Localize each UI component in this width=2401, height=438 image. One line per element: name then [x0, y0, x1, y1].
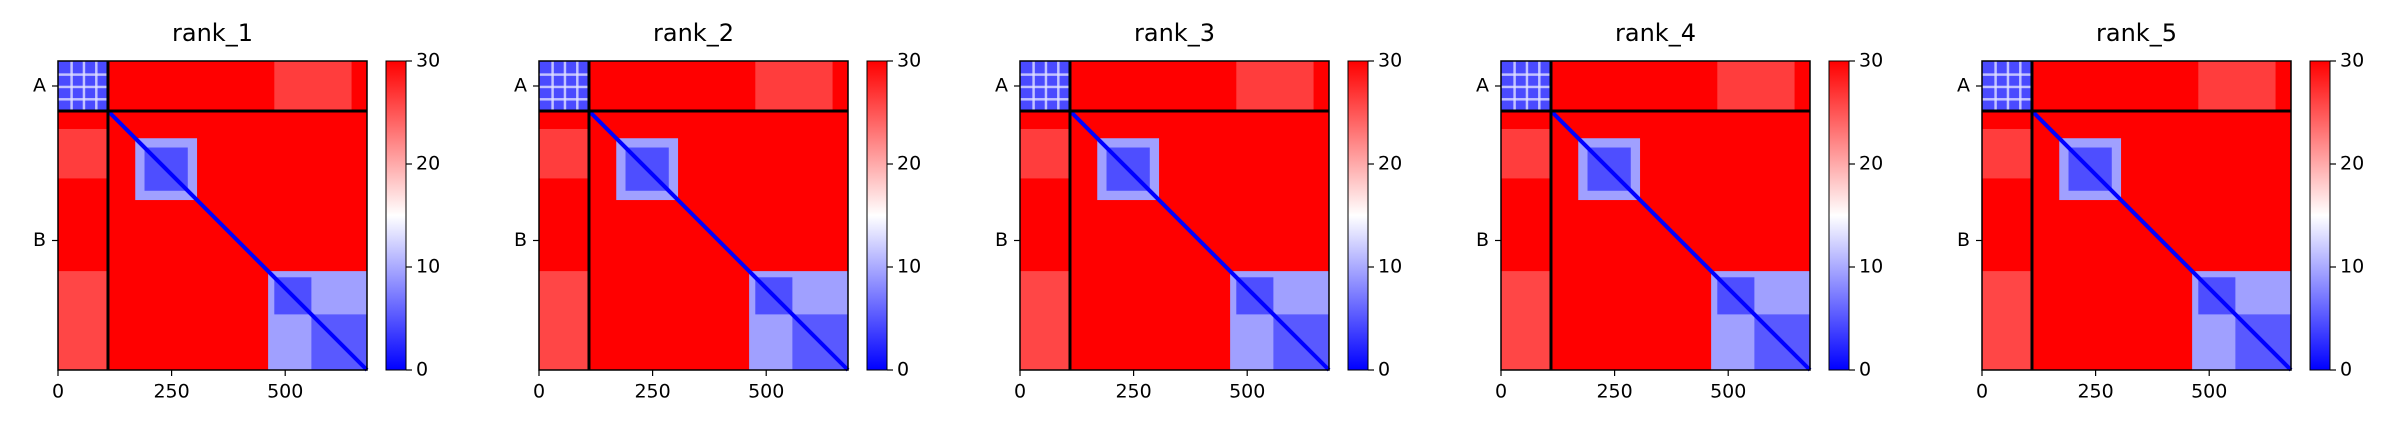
panel-title: rank_1 — [172, 19, 253, 47]
axes-frame — [1981, 60, 2292, 371]
x-tick-label: 250 — [153, 381, 189, 403]
colorbar-tick-label: 20 — [1859, 153, 1883, 175]
colorbar-tick-label: 20 — [416, 153, 440, 175]
heatmap-region — [1020, 98, 1070, 101]
heatmap-diagonal — [1068, 109, 1331, 372]
heatmap-region — [1501, 271, 1551, 370]
colorbar-tick-label: 10 — [1378, 256, 1402, 278]
x-tick-label: 250 — [2077, 381, 2113, 403]
colorbar-tick-label: 30 — [897, 50, 921, 72]
heatmap-region — [1020, 128, 1070, 179]
heatmap-region — [58, 128, 108, 179]
axes-frame — [57, 60, 368, 371]
colorbar — [1828, 60, 1850, 371]
y-tick-label: A — [995, 74, 1008, 96]
colorbar-tick-label: 10 — [897, 256, 921, 278]
y-tick-label: B — [1476, 229, 1489, 251]
panel-title: rank_2 — [653, 19, 734, 47]
y-tick-label: A — [1476, 74, 1489, 96]
heatmap-region — [1525, 61, 1529, 111]
heatmap-region — [1982, 128, 2032, 179]
heatmap-region — [576, 61, 579, 111]
colorbar-tick-label: 10 — [1859, 256, 1883, 278]
colorbar — [2309, 60, 2331, 371]
heatmap-region — [2198, 61, 2276, 111]
heatmap-region — [1057, 61, 1060, 111]
panel-title: rank_3 — [1134, 19, 1215, 47]
colorbar — [385, 60, 407, 371]
x-tick-label: 0 — [533, 381, 545, 403]
heatmap-region — [1982, 98, 2032, 101]
heatmap-region — [1020, 271, 1070, 370]
heatmap-region — [95, 61, 98, 111]
x-tick-label: 250 — [1596, 381, 1632, 403]
heatmap-region — [563, 61, 567, 111]
axes-frame — [1500, 60, 1811, 371]
y-tick-label: A — [1957, 74, 1970, 96]
x-tick-label: 250 — [634, 381, 670, 403]
x-tick-label: 500 — [267, 381, 303, 403]
axes-frame — [1019, 60, 1330, 371]
y-tick-label: B — [33, 229, 46, 251]
colorbar-tick-label: 0 — [416, 359, 428, 381]
x-tick-label: 500 — [1710, 381, 1746, 403]
y-tick-label: A — [33, 74, 46, 96]
heatmap-region — [1717, 61, 1795, 111]
colorbar-tick-label: 30 — [416, 50, 440, 72]
heatmap-region — [1538, 61, 1541, 111]
x-tick-label: 0 — [1014, 381, 1026, 403]
colorbar-tick-label: 0 — [2340, 359, 2352, 381]
heatmap-region — [539, 98, 589, 101]
x-tick-label: 500 — [748, 381, 784, 403]
colorbar-tick-label: 10 — [416, 256, 440, 278]
heatmap-region — [274, 61, 352, 111]
colorbar-tick-label: 30 — [1859, 50, 1883, 72]
heatmap-region — [82, 61, 86, 111]
heatmap-region — [2006, 61, 2010, 111]
heatmap-region — [539, 128, 589, 179]
heatmap-diagonal — [1549, 109, 1812, 372]
y-tick-label: B — [995, 229, 1008, 251]
colorbar-tick-label: 20 — [1378, 153, 1402, 175]
heatmap-region — [1236, 61, 1314, 111]
x-tick-label: 500 — [2191, 381, 2227, 403]
heatmap-region — [58, 98, 108, 101]
axes-frame — [538, 60, 849, 371]
panel-title: rank_4 — [1615, 19, 1696, 47]
y-tick-label: A — [514, 74, 527, 96]
x-tick-label: 250 — [1115, 381, 1151, 403]
heatmap-region — [2019, 61, 2022, 111]
panel-title: rank_5 — [2096, 19, 2177, 47]
colorbar — [866, 60, 888, 371]
colorbar-tick-label: 30 — [2340, 50, 2364, 72]
heatmap-region — [58, 271, 108, 370]
heatmap-diagonal — [106, 109, 369, 372]
x-tick-label: 0 — [52, 381, 64, 403]
x-tick-label: 500 — [1229, 381, 1265, 403]
heatmap-diagonal — [587, 109, 850, 372]
heatmap-region — [1501, 98, 1551, 101]
x-tick-label: 0 — [1976, 381, 1988, 403]
heatmap-region — [1982, 271, 2032, 370]
heatmap-region — [539, 271, 589, 370]
colorbar-tick-label: 20 — [897, 153, 921, 175]
heatmap-region — [1501, 128, 1551, 179]
y-tick-label: B — [514, 229, 527, 251]
colorbar-tick-label: 10 — [2340, 256, 2364, 278]
heatmap-region — [1044, 61, 1048, 111]
colorbar — [1347, 60, 1369, 371]
colorbar-tick-label: 0 — [1378, 359, 1390, 381]
y-tick-label: B — [1957, 229, 1970, 251]
colorbar-tick-label: 0 — [897, 359, 909, 381]
x-tick-label: 0 — [1495, 381, 1507, 403]
colorbar-tick-label: 30 — [1378, 50, 1402, 72]
heatmap-region — [755, 61, 833, 111]
heatmap-diagonal — [2030, 109, 2293, 372]
colorbar-tick-label: 0 — [1859, 359, 1871, 381]
colorbar-tick-label: 20 — [2340, 153, 2364, 175]
